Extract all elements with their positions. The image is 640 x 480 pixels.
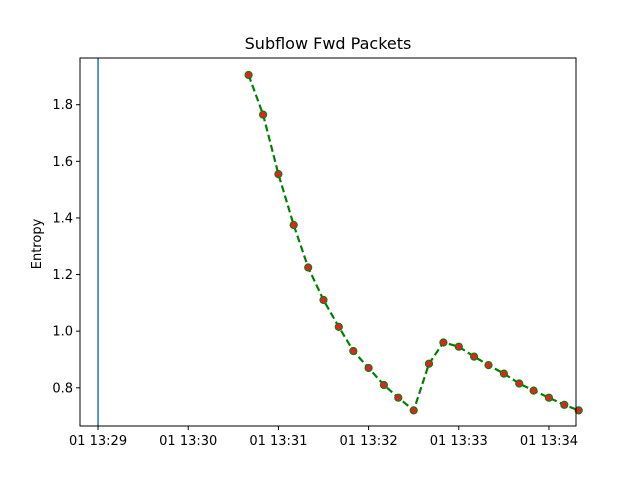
data-point: [424, 359, 434, 368]
data-point: [319, 295, 328, 305]
data-point: [364, 363, 373, 373]
data-point: [439, 338, 448, 347]
y-tick-label: 1.2: [52, 268, 73, 283]
data-point: [394, 393, 403, 402]
data-point: [484, 361, 493, 370]
data-point: [259, 110, 268, 119]
x-tick-label: 01 13:29: [69, 434, 127, 449]
y-tick-label: 1.0: [52, 325, 73, 340]
data-point: [409, 406, 418, 415]
data-point: [304, 263, 313, 272]
data-point: [515, 379, 524, 388]
data-point: [379, 380, 388, 390]
data-point: [529, 386, 538, 395]
data-point: [349, 346, 358, 356]
y-tick-label: 1.4: [52, 211, 73, 226]
data-point: [574, 406, 583, 415]
x-tick-label: 01 13:32: [340, 434, 398, 449]
y-axis-label: Entropy: [30, 218, 45, 269]
data-point: [544, 393, 554, 402]
x-tick-label: 01 13:30: [159, 434, 217, 449]
data-point: [244, 70, 253, 80]
y-tick-label: 0.8: [52, 381, 73, 396]
chart-title: Subflow Fwd Packets: [245, 34, 412, 53]
data-point: [289, 220, 298, 230]
data-point: [334, 322, 343, 331]
data-point: [560, 400, 569, 409]
data-point: [454, 342, 463, 351]
plot-area: 01 13:29 01 13:30 01 13:31 01 13:32 01 13:33…: [52, 57, 583, 449]
x-tick-label: 01 13:33: [430, 434, 488, 449]
y-tick-label: 1.6: [52, 155, 73, 170]
axes-frame: [79, 57, 577, 427]
data-point: [499, 369, 508, 378]
y-tick-label: 1.8: [52, 98, 73, 113]
x-tick-label: 01 13:34: [520, 434, 578, 449]
data-point: [470, 352, 479, 361]
data-point: [274, 170, 283, 179]
x-tick-label: 01 13:31: [249, 434, 307, 449]
